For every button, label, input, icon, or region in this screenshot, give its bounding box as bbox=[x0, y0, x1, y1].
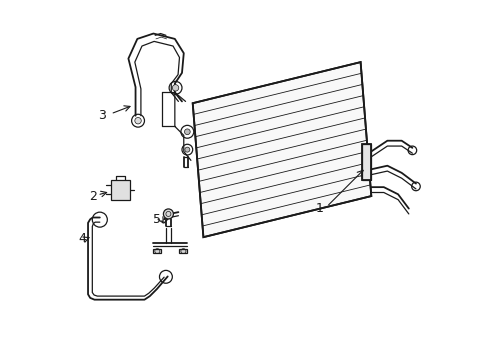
Text: 4: 4 bbox=[78, 233, 86, 246]
Bar bbox=[179, 249, 187, 253]
Polygon shape bbox=[192, 62, 370, 237]
Circle shape bbox=[135, 117, 141, 124]
Text: 5: 5 bbox=[153, 213, 161, 226]
Text: 3: 3 bbox=[98, 109, 105, 122]
Circle shape bbox=[163, 209, 173, 219]
Bar bbox=[362, 144, 370, 180]
Text: 2: 2 bbox=[88, 190, 97, 203]
Circle shape bbox=[184, 147, 189, 152]
Circle shape bbox=[184, 129, 190, 135]
Bar bbox=[110, 180, 130, 200]
Circle shape bbox=[172, 85, 179, 91]
Text: 1: 1 bbox=[315, 202, 323, 215]
Bar bbox=[362, 144, 370, 180]
Bar bbox=[153, 249, 161, 253]
